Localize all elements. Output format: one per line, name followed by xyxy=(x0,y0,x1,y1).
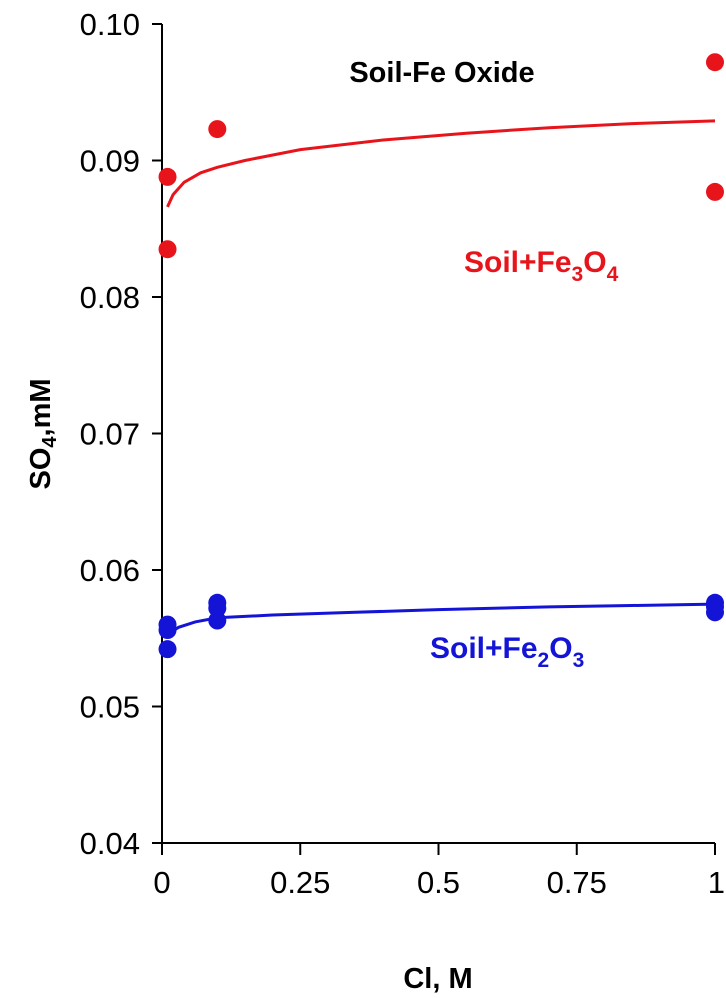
series-label-fe2o3: Soil+Fe2O3 xyxy=(430,632,584,672)
series-label-fe3o4-subscript: 4 xyxy=(607,263,619,286)
series-label-fe2o3-subscript: 3 xyxy=(573,649,585,672)
fit-lines xyxy=(166,119,716,636)
series-label-fe3o4-part: Soil+Fe xyxy=(464,246,572,279)
data-point xyxy=(158,615,177,634)
axes: 0.04 0.05 0.06 0.07 0.08 0.09 0.10 0 0.25 0.5 0.75… xyxy=(80,7,725,900)
series-label-fe2o3-part: O xyxy=(549,632,572,665)
series-label-fe3o4-subscript: 3 xyxy=(572,263,584,286)
y-axis-title-part: ,mM xyxy=(25,378,57,436)
x-tick-label: 0.25 xyxy=(270,865,330,900)
data-point xyxy=(208,593,227,612)
x-tick-label: 0.5 xyxy=(417,865,460,900)
data-points xyxy=(158,53,724,659)
fit-line-series-1 xyxy=(166,119,716,208)
data-point xyxy=(706,53,724,72)
series-label-fe2o3-subscript: 2 xyxy=(538,649,550,672)
y-tick-label: 0.05 xyxy=(80,690,140,725)
y-tick-label: 0.04 xyxy=(80,826,140,861)
series-label-fe2o3-part: Soil+Fe xyxy=(430,632,538,665)
series-label-fe3o4: Soil+Fe3O4 xyxy=(464,246,619,286)
y-tick-label: 0.06 xyxy=(80,553,140,588)
fit-line-series-2 xyxy=(166,602,716,636)
y-tick-label: 0.10 xyxy=(80,7,140,42)
data-point xyxy=(706,182,724,201)
y-axis-title: SO4,mM xyxy=(25,378,61,489)
y-tick-label: 0.07 xyxy=(80,417,140,452)
data-point xyxy=(208,120,227,139)
series-label-fe3o4-part: O xyxy=(583,246,606,279)
y-tick-label: 0.09 xyxy=(80,144,140,179)
data-point xyxy=(158,167,177,186)
data-point xyxy=(158,640,177,659)
x-tick-label: 1 xyxy=(708,865,725,900)
x-tick-label: 0.75 xyxy=(547,865,607,900)
data-point xyxy=(706,593,724,612)
chart-title: Soil-Fe Oxide xyxy=(349,57,534,89)
data-point xyxy=(158,240,177,259)
x-tick-label: 0 xyxy=(153,865,170,900)
y-axis-title-subscript: 4 xyxy=(39,436,61,448)
x-axis-title: Cl, M xyxy=(403,963,472,995)
y-axis-title-part: SO xyxy=(25,448,57,490)
y-tick-label: 0.08 xyxy=(80,280,140,315)
